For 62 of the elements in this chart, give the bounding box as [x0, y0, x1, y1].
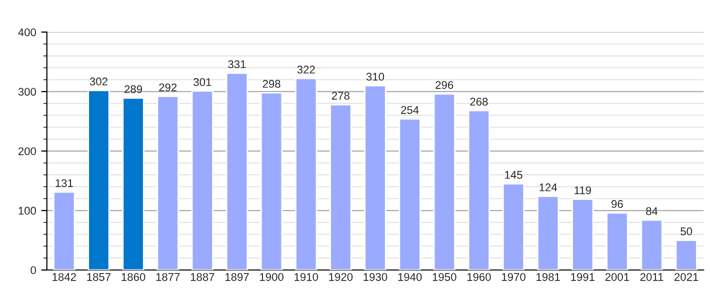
data-label: 322: [297, 66, 315, 74]
data-label: 331: [228, 60, 246, 68]
x-tick-label: 1930: [364, 273, 388, 281]
bar: [226, 72, 248, 270]
data-label: 124: [540, 183, 558, 192]
x-tick-label: 1981: [536, 273, 560, 281]
x-tick-label: 1860: [122, 273, 146, 281]
data-label: 145: [505, 171, 522, 179]
bar: [468, 110, 490, 270]
data-label: 278: [332, 92, 350, 100]
x-tick-label: 2001: [605, 273, 630, 281]
bar: [156, 96, 179, 270]
bar: [88, 90, 110, 270]
y-tick-label: 300: [18, 88, 36, 96]
bar: [260, 92, 283, 270]
x-tick-label: 1960: [467, 273, 491, 281]
y-tick-label: 400: [18, 28, 36, 36]
data-label: 302: [90, 78, 108, 86]
data-label: 131: [56, 179, 73, 188]
bar: [537, 196, 560, 270]
x-tick-label: 1950: [432, 273, 456, 281]
x-tick-label: 1940: [398, 273, 422, 281]
x-tick-label: 1857: [87, 273, 111, 281]
bar: [640, 219, 663, 270]
bar: [433, 93, 456, 270]
data-label: 289: [124, 85, 142, 94]
y-tick-label: 200: [18, 147, 36, 156]
x-tick-label: 1910: [294, 273, 318, 281]
y-tick-label: 0: [30, 266, 36, 274]
data-label: 50: [680, 227, 692, 236]
bar: [364, 84, 386, 270]
data-label: 310: [366, 72, 384, 81]
x-tick-label: 1991: [571, 273, 594, 281]
x-tick-label: 1842: [52, 273, 76, 281]
data-label: 119: [574, 186, 591, 194]
x-tick-label: 2011: [640, 273, 664, 281]
x-tick-label: 1897: [225, 273, 249, 281]
data-label: 96: [612, 200, 623, 208]
x-tick-label: 1877: [156, 273, 180, 281]
bar: [191, 90, 214, 270]
data-label: 292: [159, 83, 177, 92]
data-label: 296: [436, 81, 454, 89]
bar: [122, 97, 144, 270]
x-tick-label: 1887: [190, 273, 214, 281]
x-tick-label: 1900: [260, 273, 284, 281]
bar: [330, 104, 352, 270]
bar: [572, 198, 594, 270]
bar: [53, 191, 76, 270]
bar: [502, 183, 525, 270]
data-label: 298: [262, 80, 280, 88]
bar: [398, 118, 421, 270]
data-label: 301: [194, 78, 212, 86]
x-tick-label: 1970: [502, 273, 526, 281]
data-label: 84: [646, 207, 658, 216]
y-tick-label: 100: [18, 206, 36, 215]
data-label: 254: [401, 106, 419, 114]
x-tick-label: 1920: [329, 273, 353, 281]
bar: [606, 212, 628, 270]
bar: [295, 78, 318, 270]
data-label: 268: [470, 98, 488, 106]
bar: [675, 240, 698, 270]
x-tick-label: 2021: [674, 273, 698, 281]
